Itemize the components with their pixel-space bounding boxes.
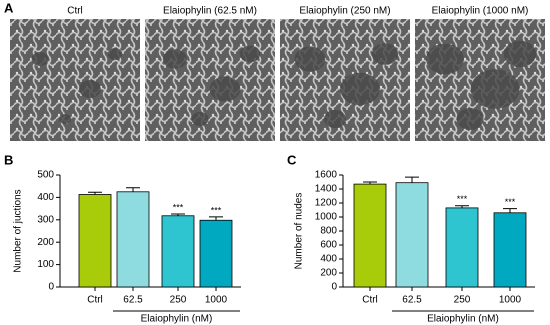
bar <box>493 212 527 288</box>
micrograph-gap <box>163 49 187 69</box>
x-tick-label: 62.5 <box>123 295 143 306</box>
micrograph-gap <box>209 76 241 102</box>
x-tick-label: Ctrl <box>87 295 103 306</box>
significance: *** <box>173 202 184 212</box>
micrograph-gap <box>456 108 484 130</box>
y-tick-label: 400 <box>37 192 54 203</box>
micrograph-gap <box>340 72 380 106</box>
bar <box>445 207 479 288</box>
x-tick-label: 1000 <box>499 295 522 306</box>
micrograph-gap <box>79 80 101 98</box>
image-title: Elaiophylin (62.5 nM) <box>163 6 257 17</box>
micrograph <box>10 19 140 141</box>
y-tick-label: 500 <box>37 170 54 181</box>
bar <box>395 182 429 288</box>
x-group-label: Elaiophylin (nM) <box>427 314 499 325</box>
bar <box>199 219 233 288</box>
y-tick-label: 800 <box>320 226 337 237</box>
y-tick-label: 600 <box>320 240 337 251</box>
significance: *** <box>211 205 222 215</box>
x-tick-label: 1000 <box>205 295 228 306</box>
panel-label: B <box>4 152 13 167</box>
x-tick-label: 62.5 <box>402 295 422 306</box>
micrograph-gap <box>503 40 537 68</box>
bar <box>78 194 112 288</box>
micrograph-gap <box>470 69 520 109</box>
micrograph-gap <box>426 43 464 75</box>
error-bar <box>209 216 223 221</box>
y-tick-label: 100 <box>37 259 54 270</box>
micrograph-gap <box>59 114 71 124</box>
error-bar <box>126 187 140 192</box>
micrograph-gap <box>191 112 209 126</box>
micrograph-gap <box>31 52 49 66</box>
y-tick-label: 0 <box>331 282 337 293</box>
significance: *** <box>457 194 468 204</box>
micrograph-gap <box>107 48 123 60</box>
y-tick-label: 1400 <box>315 184 338 195</box>
image-title: Elaiophylin (1000 nM) <box>432 6 529 17</box>
y-tick-label: 1200 <box>315 198 338 209</box>
y-tick-label: 200 <box>37 237 54 248</box>
error-bar <box>405 176 419 183</box>
panel-label: C <box>287 152 297 167</box>
y-tick-label: 1000 <box>315 212 338 223</box>
y-axis-label: Number of nudes <box>294 193 305 270</box>
significance: *** <box>505 197 516 207</box>
y-tick-label: 300 <box>37 214 54 225</box>
bar <box>161 215 195 288</box>
x-tick-label: Ctrl <box>362 295 378 306</box>
y-tick-label: 1600 <box>315 170 338 181</box>
micrograph-gap <box>294 46 326 72</box>
micrograph-gap <box>239 45 261 63</box>
y-axis-label: Number of juctions <box>13 189 24 272</box>
y-tick-label: 400 <box>320 254 337 265</box>
y-tick-label: 200 <box>320 268 337 279</box>
micrograph-gap <box>371 43 399 65</box>
bar <box>353 183 387 288</box>
micrograph-gap <box>324 110 346 128</box>
x-tick-label: 250 <box>170 295 187 306</box>
panel-label: A <box>4 0 14 15</box>
image-title: Ctrl <box>67 6 83 17</box>
x-group-label: Elaiophylin (nM) <box>141 314 213 325</box>
error-bar <box>88 191 102 195</box>
error-bar <box>171 213 185 216</box>
image-title: Elaiophylin (250 nM) <box>299 6 390 17</box>
error-bar <box>503 208 517 213</box>
error-bar <box>363 181 377 185</box>
bar <box>116 191 150 288</box>
micrograph <box>145 19 275 141</box>
x-tick-label: 250 <box>454 295 471 306</box>
error-bar <box>455 205 469 208</box>
y-tick-label: 0 <box>48 282 54 293</box>
